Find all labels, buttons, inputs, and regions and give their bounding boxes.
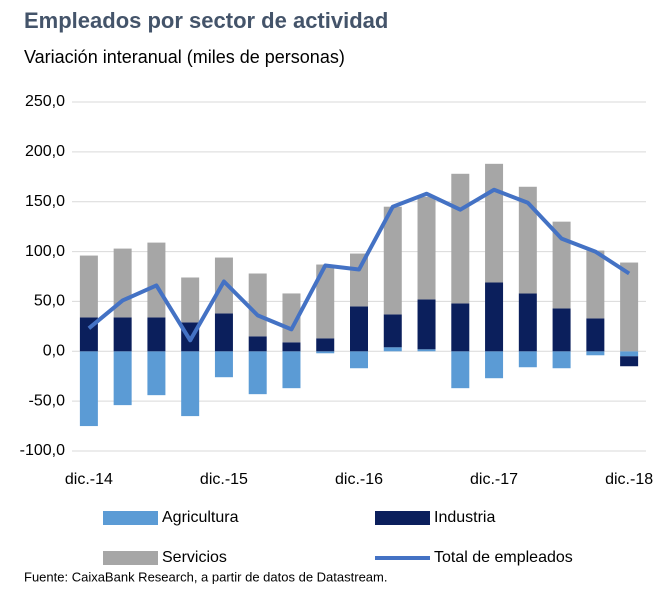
bar <box>282 351 301 389</box>
legend-label: Industria <box>434 509 495 526</box>
bar <box>181 277 200 323</box>
bar <box>451 351 470 389</box>
y-tick-label: 150,0 <box>25 193 65 210</box>
bar <box>248 351 267 395</box>
bar <box>147 242 166 318</box>
bar <box>417 196 436 300</box>
bar <box>282 342 301 352</box>
bar <box>518 351 537 368</box>
y-tick-label: 50,0 <box>34 293 65 310</box>
bar <box>620 356 639 367</box>
bar <box>451 173 470 304</box>
bar <box>620 351 639 357</box>
legend-swatch <box>103 511 158 525</box>
bar <box>79 255 98 318</box>
bar <box>552 308 571 352</box>
bar <box>248 273 267 337</box>
bar <box>316 338 335 352</box>
bar <box>485 351 504 379</box>
bar <box>181 351 200 417</box>
source: Fuente: CaixaBank Research, a partir de … <box>24 569 387 584</box>
bar <box>350 253 368 307</box>
chart-subtitle: Variación interanual (miles de personas) <box>24 47 345 67</box>
bar <box>383 206 402 315</box>
bar <box>79 351 98 427</box>
y-tick-label: 200,0 <box>25 143 65 160</box>
legend-label: Agricultura <box>162 509 239 526</box>
bar <box>586 318 605 352</box>
bar <box>485 282 504 352</box>
y-tick-label: 100,0 <box>25 243 65 260</box>
legend-label: Servicios <box>162 549 227 566</box>
y-tick-label: -50,0 <box>29 392 66 409</box>
bar <box>248 336 267 352</box>
bar <box>282 293 301 343</box>
chart-title: Empleados por sector de actividad <box>24 8 388 33</box>
legend-swatch <box>375 511 430 525</box>
bar <box>383 314 402 348</box>
bar <box>451 303 470 352</box>
bar <box>417 349 436 352</box>
x-tick-label: dic.-17 <box>470 471 518 488</box>
x-tick-label: dic.-18 <box>605 471 653 488</box>
bar <box>214 313 233 352</box>
bar <box>350 306 368 352</box>
y-tick-label: 250,0 <box>25 93 65 110</box>
x-tick-label: dic.-14 <box>65 471 113 488</box>
bar <box>316 264 335 339</box>
y-tick-label: 0,0 <box>43 343 65 360</box>
bar <box>383 347 402 352</box>
bar <box>552 351 571 369</box>
bar <box>350 351 368 369</box>
bar <box>586 250 605 319</box>
bar <box>485 163 504 283</box>
bar <box>586 351 605 356</box>
bar <box>620 262 639 352</box>
legend-label: Total de empleados <box>434 549 573 566</box>
bar <box>147 351 166 396</box>
bar <box>113 317 132 352</box>
bar <box>147 317 166 352</box>
bar <box>214 351 233 378</box>
bar <box>518 293 537 352</box>
y-tick-label: -100,0 <box>20 442 65 459</box>
bar <box>552 221 571 309</box>
line <box>87 187 631 343</box>
bar <box>316 351 335 354</box>
x-tick-label: dic.-15 <box>200 471 248 488</box>
bar <box>113 351 132 406</box>
x-tick-label: dic.-16 <box>335 471 383 488</box>
legend-swatch <box>103 551 158 565</box>
bar <box>518 186 537 294</box>
bar <box>417 299 436 350</box>
